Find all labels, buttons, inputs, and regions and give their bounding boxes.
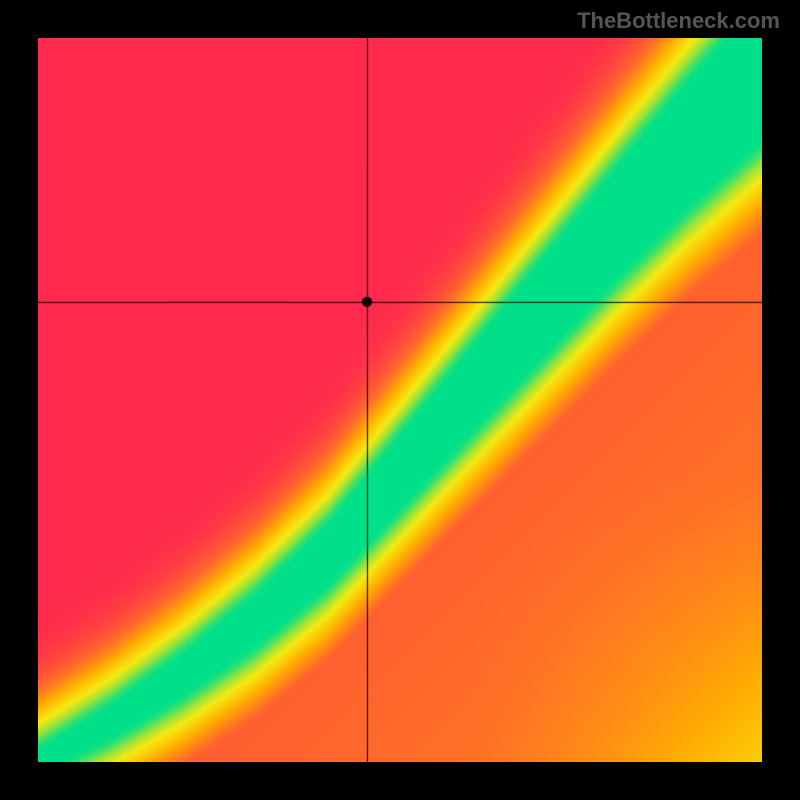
bottleneck-heatmap bbox=[38, 38, 762, 762]
chart-container: TheBottleneck.com bbox=[0, 0, 800, 800]
watermark-label: TheBottleneck.com bbox=[577, 8, 780, 34]
